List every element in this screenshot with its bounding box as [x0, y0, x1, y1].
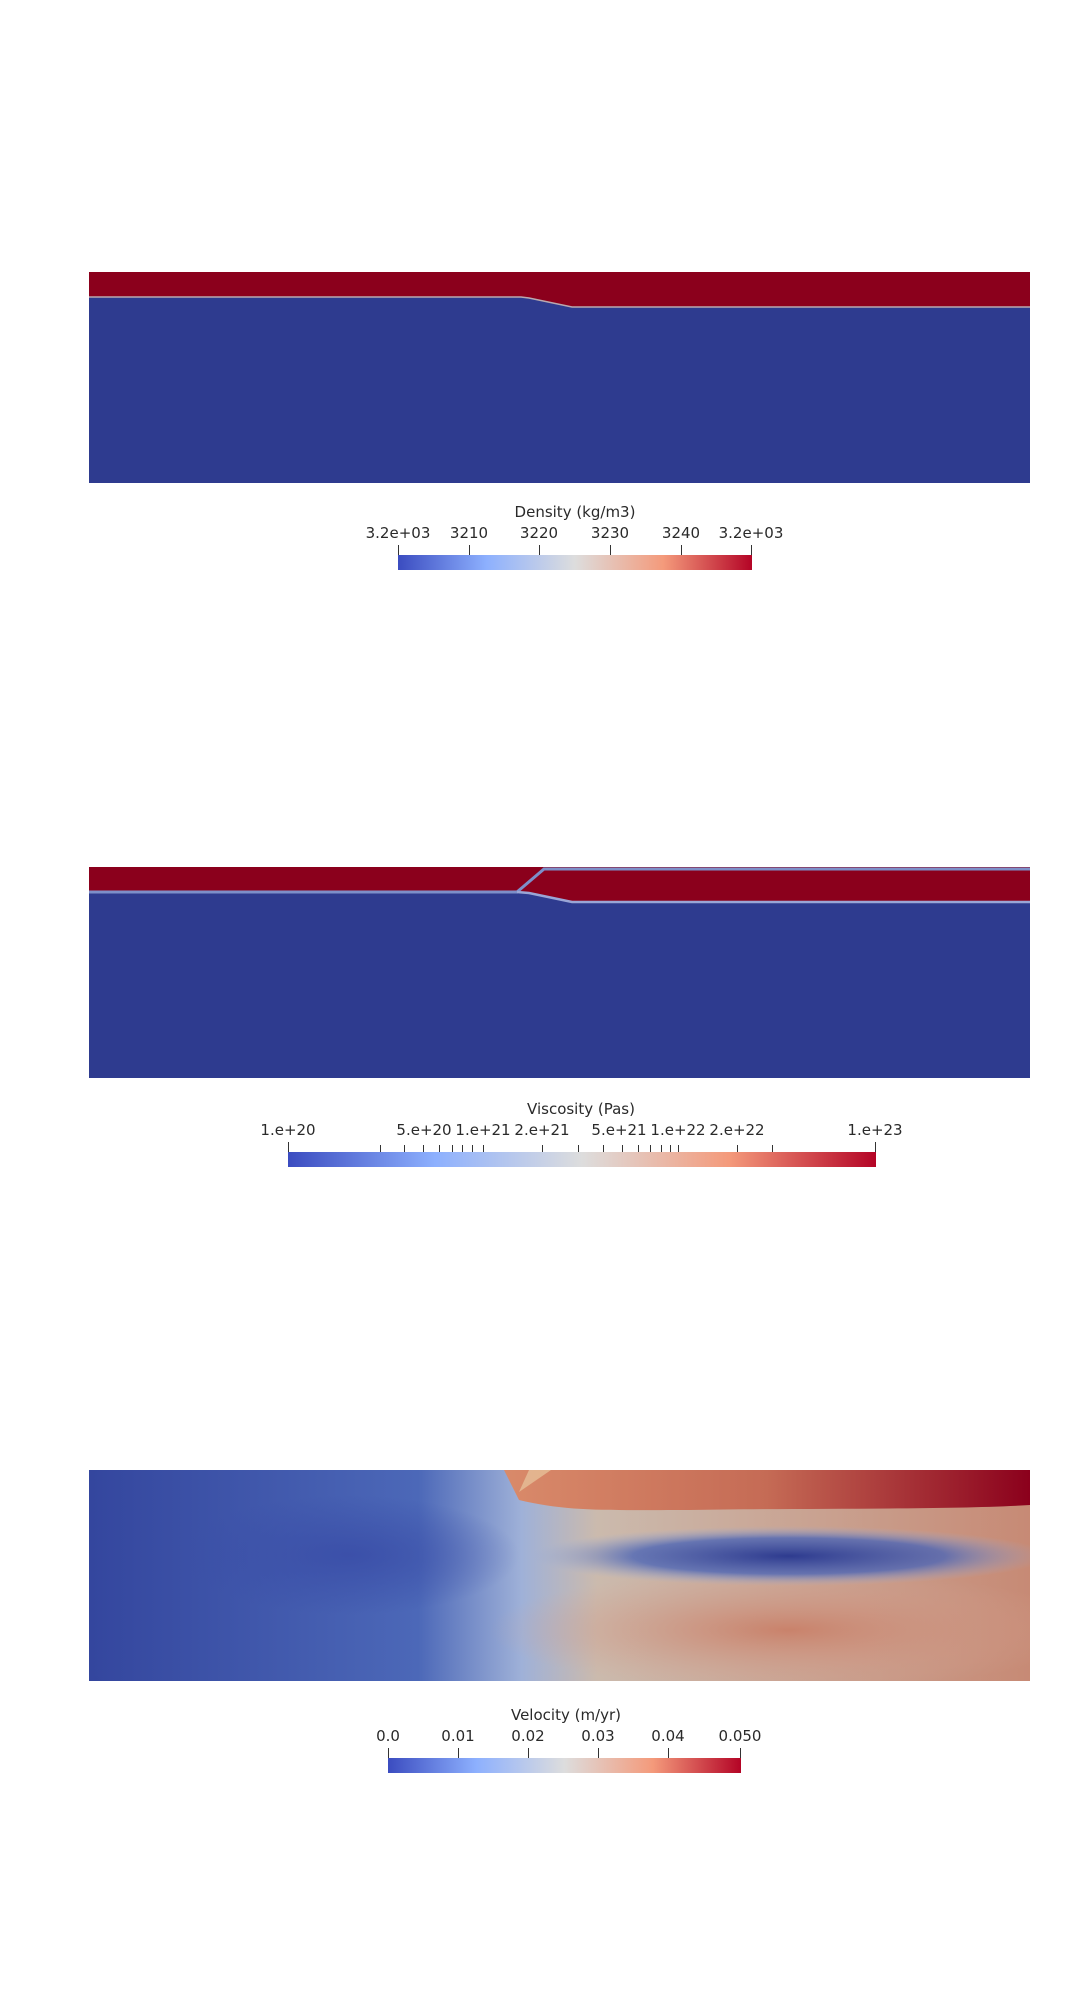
velocity-colorbar: [388, 1758, 741, 1773]
viscosity-tick: [638, 1145, 639, 1154]
velocity-field: [89, 1470, 1030, 1681]
density-legend: Density (kg/m3) 3.2e+03 3210 3220 3230 3…: [0, 500, 1067, 575]
density-tick: [751, 545, 752, 557]
density-tick: [610, 545, 611, 557]
viscosity-tick: [650, 1145, 651, 1154]
density-tick: [469, 545, 470, 557]
viscosity-tick-label: 1.e+20: [260, 1121, 316, 1139]
velocity-tick-label: 0.0: [376, 1727, 400, 1745]
viscosity-tick-label: 1.e+23: [847, 1121, 903, 1139]
density-tick-label: 3230: [590, 524, 630, 542]
velocity-tick: [458, 1748, 459, 1760]
density-tick: [398, 545, 399, 557]
velocity-tick: [598, 1748, 599, 1760]
density-colorbar: [398, 555, 752, 570]
viscosity-tick-label: 1.e+22: [650, 1121, 706, 1139]
velocity-tick: [740, 1748, 741, 1760]
viscosity-tick: [737, 1145, 738, 1154]
density-field: [89, 272, 1030, 483]
viscosity-tick-label: 5.e+21: [591, 1121, 647, 1139]
viscosity-legend: Viscosity (Pas) 1.e+20 5.e+20 1.e+21 2.e…: [0, 1097, 1067, 1172]
viscosity-tick-label: 2.e+22: [709, 1121, 765, 1139]
viscosity-plot: [89, 867, 1030, 1078]
viscosity-colorbar: [288, 1152, 876, 1167]
velocity-legend-title: Velocity (m/yr): [510, 1706, 622, 1724]
velocity-tick: [388, 1748, 389, 1760]
velocity-plot: [89, 1470, 1030, 1681]
density-tick: [539, 545, 540, 557]
density-tick-label: 3220: [519, 524, 559, 542]
velocity-tick-label: 0.04: [651, 1727, 685, 1745]
velocity-tick: [668, 1748, 669, 1760]
viscosity-tick: [439, 1145, 440, 1154]
viscosity-tick: [404, 1145, 405, 1154]
viscosity-tick: [542, 1145, 543, 1154]
viscosity-tick: [772, 1145, 773, 1154]
viscosity-tick: [678, 1145, 679, 1154]
viscosity-tick: [462, 1145, 463, 1154]
viscosity-tick: [875, 1142, 876, 1154]
density-tick: [681, 545, 682, 557]
velocity-tick-label: 0.02: [511, 1727, 545, 1745]
velocity-tick: [528, 1748, 529, 1760]
viscosity-legend-title: Viscosity (Pas): [527, 1100, 635, 1118]
velocity-tick-label: 0.01: [441, 1727, 475, 1745]
density-tick-label: 3210: [449, 524, 489, 542]
viscosity-tick-label: 2.e+21: [514, 1121, 570, 1139]
velocity-legend: Velocity (m/yr) 0.0 0.01 0.02 0.03 0.04 …: [0, 1703, 1067, 1778]
velocity-tick-label: 0.03: [581, 1727, 615, 1745]
viscosity-tick: [452, 1145, 453, 1154]
viscosity-tick: [578, 1145, 579, 1154]
viscosity-tick: [622, 1145, 623, 1154]
density-legend-title: Density (kg/m3): [514, 503, 636, 521]
viscosity-tick: [423, 1145, 424, 1154]
viscosity-tick: [670, 1145, 671, 1154]
viscosity-tick: [472, 1145, 473, 1154]
velocity-tick-label: 0.050: [718, 1727, 762, 1745]
viscosity-tick: [483, 1145, 484, 1154]
viscosity-tick: [661, 1145, 662, 1154]
viscosity-tick-label: 5.e+20: [396, 1121, 452, 1139]
viscosity-tick: [288, 1142, 289, 1154]
density-tick-label: 3240: [661, 524, 701, 542]
viscosity-tick: [380, 1145, 381, 1154]
density-plot: [89, 272, 1030, 483]
density-tick-label: 3.2e+03: [365, 524, 431, 542]
density-tick-label: 3.2e+03: [718, 524, 784, 542]
viscosity-tick-label: 1.e+21: [455, 1121, 511, 1139]
viscosity-field: [89, 867, 1030, 1078]
viscosity-tick: [603, 1145, 604, 1154]
